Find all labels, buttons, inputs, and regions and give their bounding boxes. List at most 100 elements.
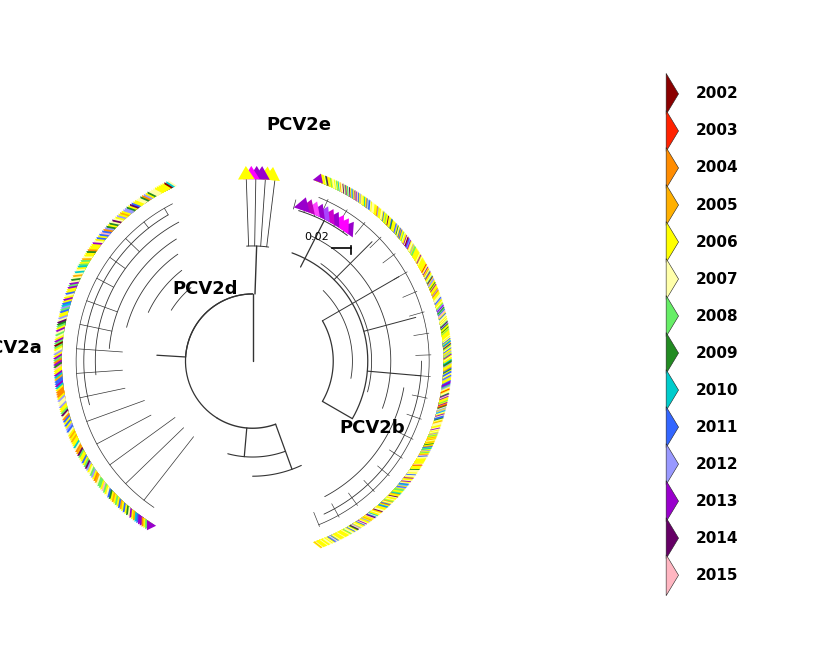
Polygon shape <box>353 517 362 527</box>
Polygon shape <box>386 490 396 500</box>
Polygon shape <box>437 312 446 323</box>
Polygon shape <box>363 510 373 520</box>
Polygon shape <box>81 454 92 464</box>
Polygon shape <box>316 537 326 547</box>
Polygon shape <box>107 488 117 498</box>
Polygon shape <box>330 531 340 541</box>
Polygon shape <box>86 251 97 260</box>
Polygon shape <box>416 264 427 273</box>
Polygon shape <box>430 421 440 431</box>
Polygon shape <box>57 319 66 329</box>
Polygon shape <box>375 212 385 222</box>
Polygon shape <box>67 426 77 436</box>
Polygon shape <box>312 174 323 184</box>
Polygon shape <box>89 466 100 476</box>
Polygon shape <box>93 472 103 481</box>
Polygon shape <box>330 181 340 192</box>
Polygon shape <box>421 440 432 450</box>
Polygon shape <box>394 231 404 242</box>
Polygon shape <box>314 206 329 222</box>
Polygon shape <box>665 73 677 115</box>
Polygon shape <box>54 372 63 382</box>
Polygon shape <box>441 376 450 386</box>
Polygon shape <box>436 310 446 321</box>
Polygon shape <box>441 334 450 345</box>
Polygon shape <box>324 178 334 189</box>
Polygon shape <box>88 465 98 474</box>
Polygon shape <box>396 479 405 488</box>
Polygon shape <box>410 253 420 262</box>
Polygon shape <box>395 480 405 490</box>
Polygon shape <box>361 511 371 521</box>
Polygon shape <box>442 367 451 378</box>
Polygon shape <box>319 209 334 225</box>
Polygon shape <box>334 529 344 539</box>
Polygon shape <box>342 188 351 198</box>
Polygon shape <box>403 469 414 478</box>
Polygon shape <box>437 399 446 409</box>
Polygon shape <box>413 454 423 464</box>
Polygon shape <box>57 397 67 407</box>
Text: 2004: 2004 <box>695 160 738 176</box>
Text: 2005: 2005 <box>695 197 738 213</box>
Polygon shape <box>369 505 379 515</box>
Text: 2003: 2003 <box>695 123 738 138</box>
Polygon shape <box>441 380 450 391</box>
Polygon shape <box>399 474 410 484</box>
Polygon shape <box>374 501 384 511</box>
Polygon shape <box>325 533 335 544</box>
Polygon shape <box>316 175 326 185</box>
Polygon shape <box>413 258 423 266</box>
Polygon shape <box>351 193 360 204</box>
Polygon shape <box>419 269 429 278</box>
Polygon shape <box>135 200 144 210</box>
Polygon shape <box>409 461 419 470</box>
Polygon shape <box>381 495 391 505</box>
Polygon shape <box>420 442 430 452</box>
Polygon shape <box>439 321 448 331</box>
Polygon shape <box>437 315 447 325</box>
Polygon shape <box>120 499 129 509</box>
Polygon shape <box>442 346 451 357</box>
Polygon shape <box>357 515 366 525</box>
Polygon shape <box>427 428 437 438</box>
Polygon shape <box>113 494 123 504</box>
Polygon shape <box>79 264 88 273</box>
Polygon shape <box>328 180 337 191</box>
Polygon shape <box>53 360 62 370</box>
Polygon shape <box>57 391 66 401</box>
Polygon shape <box>423 276 433 286</box>
Polygon shape <box>61 301 71 311</box>
Polygon shape <box>413 456 423 465</box>
Polygon shape <box>384 221 394 231</box>
Polygon shape <box>431 417 441 427</box>
Polygon shape <box>436 309 446 319</box>
Polygon shape <box>415 262 425 271</box>
Polygon shape <box>366 205 376 215</box>
Polygon shape <box>376 499 386 509</box>
Polygon shape <box>57 395 67 405</box>
Polygon shape <box>369 207 378 217</box>
Polygon shape <box>400 240 410 250</box>
Polygon shape <box>347 521 357 531</box>
Polygon shape <box>94 473 105 483</box>
Polygon shape <box>56 386 65 397</box>
Text: 2010: 2010 <box>695 382 738 398</box>
Text: 2008: 2008 <box>695 309 738 323</box>
Polygon shape <box>422 438 432 448</box>
Polygon shape <box>419 270 430 279</box>
Polygon shape <box>314 174 324 184</box>
Polygon shape <box>63 416 73 427</box>
Polygon shape <box>439 323 449 333</box>
Polygon shape <box>129 508 138 518</box>
Polygon shape <box>419 443 430 452</box>
Polygon shape <box>161 183 171 193</box>
Polygon shape <box>76 445 86 455</box>
Polygon shape <box>440 384 450 395</box>
Polygon shape <box>55 329 65 340</box>
Polygon shape <box>388 487 398 497</box>
Polygon shape <box>436 403 446 413</box>
Polygon shape <box>442 362 451 373</box>
Polygon shape <box>411 457 422 466</box>
Polygon shape <box>419 446 428 455</box>
